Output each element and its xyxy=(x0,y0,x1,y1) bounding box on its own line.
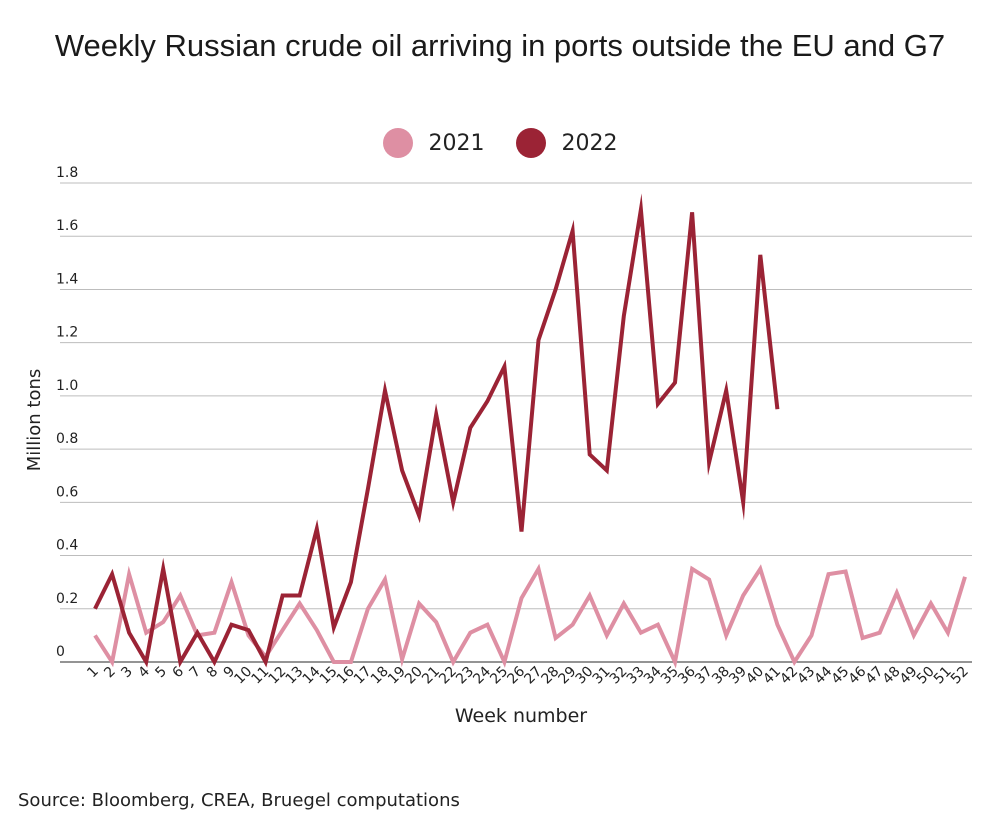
y-tick-label: 0.8 xyxy=(56,431,78,447)
y-tick-label: 0 xyxy=(56,644,65,660)
source-note: Source: Bloomberg, CREA, Bruegel computa… xyxy=(18,790,460,811)
legend-swatch-2022 xyxy=(515,128,546,158)
y-axis-label: Million tons xyxy=(24,369,45,472)
x-tick-label: 52 xyxy=(948,664,972,688)
chart-legend: 2021 2022 xyxy=(0,128,1000,164)
y-axis-ticks: 0 0.2 0.4 0.6 0.8 1.0 1.2 1.4 1.6 1.8 xyxy=(56,165,78,660)
legend-label-2021: 2021 xyxy=(428,130,485,156)
x-tick-label: 6 xyxy=(170,663,188,681)
x-tick-label: 7 xyxy=(187,664,205,682)
legend-item-2022: 2022 xyxy=(515,128,618,158)
x-tick-label: 3 xyxy=(118,664,136,682)
y-tick-label: 1.2 xyxy=(56,325,78,341)
x-tick-label: 8 xyxy=(204,664,222,682)
chart-title: Weekly Russian crude oil arriving in por… xyxy=(54,28,946,63)
y-tick-label: 0.6 xyxy=(56,484,78,500)
x-axis-ticks: 1 2 3 4 5 6 7 8 91011121314151617181920212223242… xyxy=(84,663,972,687)
y-tick-label: 0.2 xyxy=(56,591,78,607)
grid-lines xyxy=(60,182,972,663)
x-tick-label: 1 xyxy=(84,664,102,682)
y-tick-label: 1.0 xyxy=(56,378,78,394)
legend-label-2022: 2022 xyxy=(561,130,618,156)
series-lines xyxy=(93,193,967,669)
y-tick-label: 1.8 xyxy=(56,165,78,181)
series-line-2022 xyxy=(93,193,780,668)
legend-swatch-2021 xyxy=(382,128,413,158)
y-tick-label: 1.4 xyxy=(56,271,78,287)
x-tick-label: 2 xyxy=(101,664,119,682)
x-axis-label: Week number xyxy=(455,705,587,727)
legend-item-2021: 2021 xyxy=(382,128,485,158)
series-line-2021 xyxy=(93,563,967,669)
y-tick-label: 0.4 xyxy=(56,538,78,554)
y-tick-label: 1.6 xyxy=(56,218,78,234)
x-tick-label: 4 xyxy=(135,663,153,681)
x-tick-label: 5 xyxy=(152,664,170,682)
